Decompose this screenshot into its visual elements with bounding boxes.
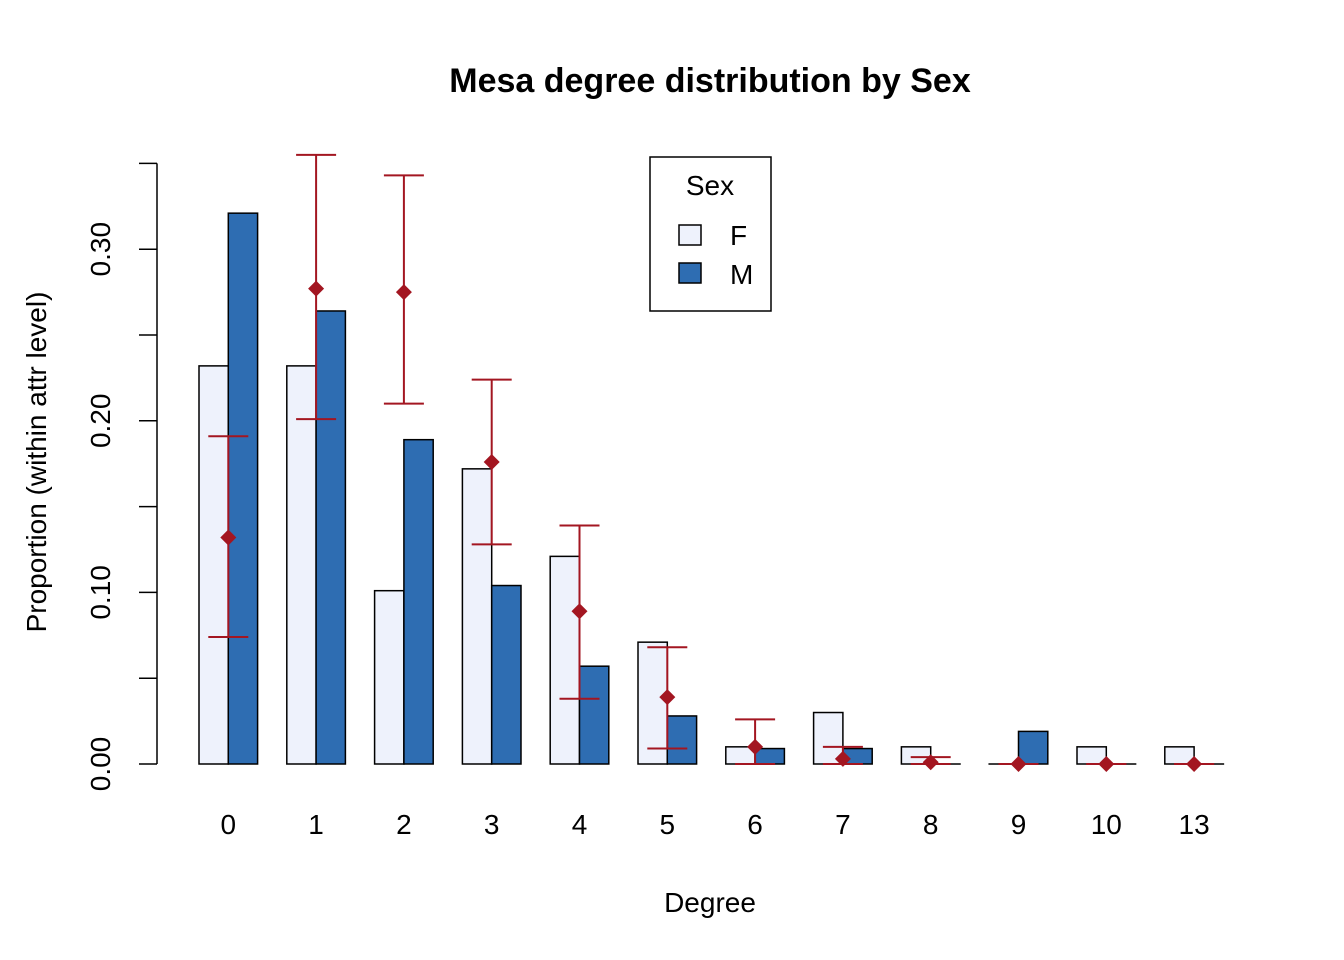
simulated-errorbars <box>208 153 1215 772</box>
y-tick-label: 0.10 <box>85 565 116 620</box>
bar-f-3 <box>461 468 493 765</box>
sim-mean-marker-0 <box>220 529 237 546</box>
x-tick-label: 0 <box>221 809 237 840</box>
bar-m-2 <box>403 438 434 765</box>
x-tick-label: 2 <box>396 809 412 840</box>
bar-f-5 <box>637 641 669 765</box>
sim-mean-marker-9 <box>1010 756 1027 772</box>
sim-mean-marker-2 <box>395 284 412 301</box>
sim-mean-marker-1 <box>308 280 325 297</box>
legend-title: Sex <box>686 170 734 201</box>
x-tick-label: 7 <box>835 809 851 840</box>
sim-mean-marker-5 <box>659 689 676 706</box>
y-tick-label: 0.00 <box>85 737 116 792</box>
legend-box <box>649 156 772 312</box>
bar-f-2 <box>373 589 405 765</box>
y-tick-label: 0.20 <box>85 394 116 449</box>
bar-f-4 <box>549 555 581 765</box>
bar-m-1 <box>315 310 347 765</box>
sim-mean-marker-7 <box>834 750 851 767</box>
legend: Sex F M <box>649 156 772 312</box>
bar-m-6 <box>754 747 786 765</box>
bar-f-0 <box>198 365 230 765</box>
x-tick-label: 4 <box>572 809 588 840</box>
sim-mean-marker-4 <box>571 603 588 620</box>
legend-label-m: M <box>730 259 753 290</box>
bar-m-4 <box>578 665 610 765</box>
sim-mean-marker-10 <box>1098 756 1115 772</box>
bar-m-0 <box>227 212 259 765</box>
x-tick-label: 1 <box>308 809 324 840</box>
x-tick-labels: 0 1 2 3 4 5 6 7 8 9 10 13 <box>221 809 1210 840</box>
x-tick-label: 3 <box>484 809 500 840</box>
legend-swatch-f <box>678 224 702 246</box>
x-tick-label: 9 <box>1011 809 1027 840</box>
legend-label-f: F <box>730 220 747 251</box>
sim-mean-marker-3 <box>483 453 500 470</box>
bar-m-9 <box>1017 730 1049 765</box>
y-axis: 0.00 0.10 0.20 0.30 <box>85 162 158 792</box>
x-tick-label: 13 <box>1179 809 1210 840</box>
x-tick-label: 5 <box>660 809 676 840</box>
bar-m-5 <box>666 715 698 765</box>
legend-swatch-m <box>678 262 702 284</box>
x-tick-label: 8 <box>923 809 939 840</box>
y-axis-label: Proportion (within attr level) <box>21 292 52 633</box>
bar-m-3 <box>490 584 522 765</box>
y-tick-label: 0.30 <box>85 222 116 277</box>
sim-mean-marker-6 <box>747 738 764 755</box>
bar-f-1 <box>286 365 317 765</box>
chart-title: Mesa degree distribution by Sex <box>449 62 971 100</box>
x-axis-label: Degree <box>664 887 756 918</box>
x-tick-label: 10 <box>1091 809 1122 840</box>
x-tick-label: 6 <box>747 809 763 840</box>
sim-mean-marker-13 <box>1186 756 1203 772</box>
sim-mean-marker-8 <box>922 754 939 771</box>
